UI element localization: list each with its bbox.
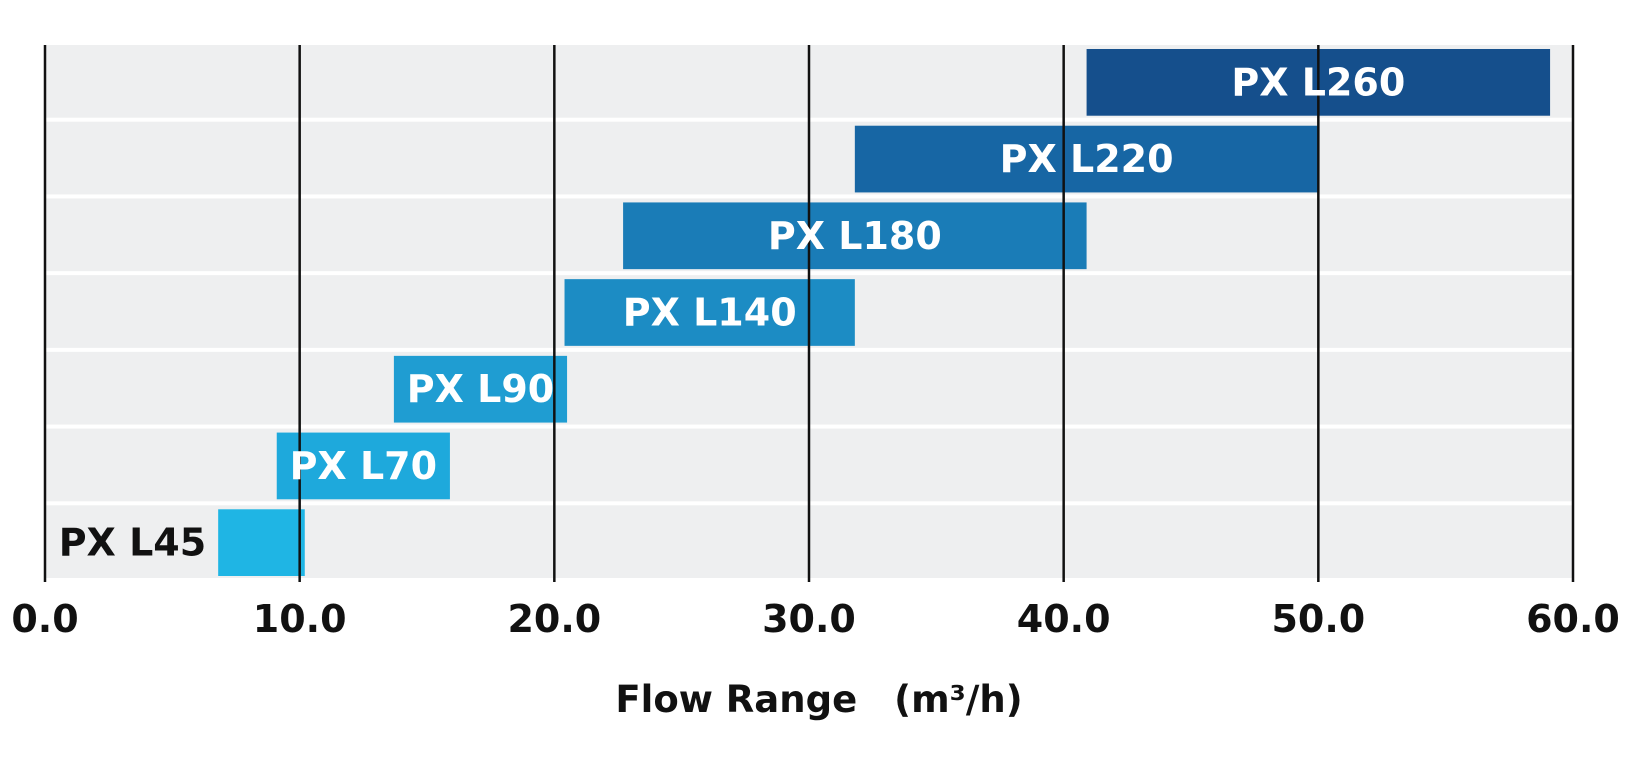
x-axis-title: Flow Range (m³/h) (615, 678, 1022, 721)
x-tick-labels: 0.0 10.0 20.0 30.0 40.0 50.0 60.0 (11, 597, 1620, 641)
bar-label: PX L90 (407, 367, 554, 411)
gridlines (43, 45, 1575, 582)
bar-label: PX L140 (623, 291, 797, 335)
bar-label: PX L220 (1000, 137, 1174, 181)
range-bar (623, 202, 1087, 270)
x-tick-label: 10.0 (253, 597, 347, 641)
range-bar (218, 509, 305, 576)
bar-labels: PX L45 PX L70 PX L90 PX L140 PX L180 PX L220 P… (59, 60, 1406, 564)
range-bar (276, 432, 450, 500)
bar-label: PX L45 (59, 521, 206, 565)
bar-label: PX L180 (768, 214, 942, 258)
range-bar (854, 125, 1319, 193)
x-tick-label: 60.0 (1526, 597, 1620, 641)
x-tick-label: 50.0 (1271, 597, 1365, 641)
x-tick-label: 30.0 (762, 597, 856, 641)
x-tick-label: 0.0 (11, 597, 78, 641)
bar-label: PX L260 (1231, 60, 1405, 104)
x-tick-label: 40.0 (1017, 597, 1111, 641)
bar-label: PX L70 (290, 444, 437, 488)
x-tick-label: 20.0 (507, 597, 601, 641)
range-bar (564, 279, 855, 346)
range-bar (393, 355, 568, 423)
